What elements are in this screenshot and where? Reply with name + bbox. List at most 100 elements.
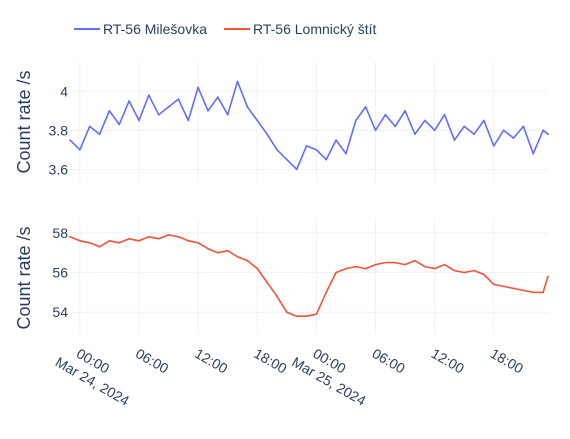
data-point [157, 237, 160, 240]
data-point [216, 251, 219, 254]
data-point [404, 263, 406, 266]
y-tick-label: 56 [52, 265, 68, 281]
series-line-lomnicky [69, 234, 549, 318]
y-axis-label-top: Count rate /s [14, 70, 34, 173]
panel-lomnicky: 54 56 58 [52, 219, 549, 334]
data-point [463, 271, 466, 274]
data-point [394, 125, 397, 128]
x-tick-label: 18:00 [488, 345, 527, 376]
data-point [414, 133, 416, 136]
x-tick: 12:00 [192, 345, 231, 376]
data-point [512, 137, 515, 140]
data-point [345, 267, 347, 270]
data-point [256, 119, 259, 122]
data-point [374, 263, 377, 266]
y-axis-label-bottom: Count rate /s [14, 226, 34, 329]
data-point [335, 139, 337, 142]
x-tick-label: 12:00 [192, 345, 231, 376]
data-point [542, 129, 544, 132]
data-point [502, 285, 505, 288]
data-point [128, 100, 131, 102]
x-tick: 06:00 [370, 345, 409, 376]
data-point [226, 249, 229, 252]
data-point [443, 263, 446, 266]
data-point [285, 158, 288, 161]
data-point [98, 133, 101, 136]
data-point [246, 106, 249, 108]
data-point [108, 239, 111, 242]
data-point [216, 96, 219, 98]
x-tick: 18:00 [488, 345, 527, 376]
data-point [187, 119, 190, 122]
y-tick-label: 4 [60, 83, 68, 99]
data-point [433, 129, 436, 132]
data-point [295, 315, 298, 318]
data-point [473, 269, 475, 272]
data-point [98, 245, 101, 248]
x-tick-label: 12:00 [429, 345, 468, 376]
data-point [138, 119, 140, 122]
x-tick: 06:00 [133, 345, 172, 376]
data-point [79, 239, 81, 242]
data-point [492, 283, 495, 286]
data-point [335, 271, 337, 274]
data-point [443, 113, 446, 116]
data-point [266, 281, 268, 284]
data-point [128, 237, 131, 240]
data-point [364, 106, 367, 108]
data-point [354, 265, 357, 268]
data-point [295, 168, 298, 171]
legend-entry-milesovka[interactable]: RT-56 Milešovka [74, 21, 207, 37]
y-tick-label: 3.6 [49, 161, 69, 177]
data-point [177, 235, 180, 238]
data-point [246, 259, 249, 262]
panel-milesovka: 3.6 3.8 4 [49, 62, 549, 183]
data-point [88, 125, 91, 128]
data-point [285, 311, 288, 314]
data-point [207, 109, 209, 112]
data-point [276, 295, 278, 298]
data-point [453, 269, 456, 272]
data-point [69, 139, 71, 142]
data-point [187, 239, 190, 242]
data-point [473, 133, 475, 136]
data-point [167, 234, 170, 236]
data-point [305, 315, 308, 318]
data-point [384, 113, 387, 116]
data-point [138, 239, 140, 242]
legend-entry-lomnicky[interactable]: RT-56 Lomnický štít [224, 21, 377, 37]
data-point [157, 113, 160, 116]
data-point [492, 145, 495, 147]
data-point [463, 125, 466, 128]
data-point [197, 86, 200, 89]
legend-label-lomnicky: RT-56 Lomnický štít [253, 21, 377, 37]
data-point [532, 291, 535, 294]
data-point [207, 247, 209, 250]
data-point [423, 265, 426, 268]
data-point [197, 241, 200, 244]
data-point [305, 145, 308, 147]
data-point [147, 235, 150, 238]
data-point [226, 113, 229, 116]
legend-label-milesovka: RT-56 Milešovka [103, 21, 207, 37]
data-point [276, 148, 278, 151]
data-point [522, 125, 525, 128]
data-point [532, 152, 535, 155]
data-point [433, 267, 436, 270]
data-point [483, 273, 485, 276]
data-point [108, 109, 111, 112]
data-point [256, 267, 259, 270]
data-point [453, 139, 456, 142]
data-point [118, 241, 121, 244]
data-point [236, 80, 239, 83]
x-tick-label: 18:00 [251, 345, 290, 376]
data-point [354, 119, 357, 122]
y-tick-label: 3.8 [49, 122, 69, 138]
series-line-milesovka [69, 80, 549, 171]
data-point [79, 148, 81, 151]
data-point [512, 287, 515, 290]
y-tick-label: 58 [52, 225, 68, 241]
data-point [522, 289, 525, 292]
